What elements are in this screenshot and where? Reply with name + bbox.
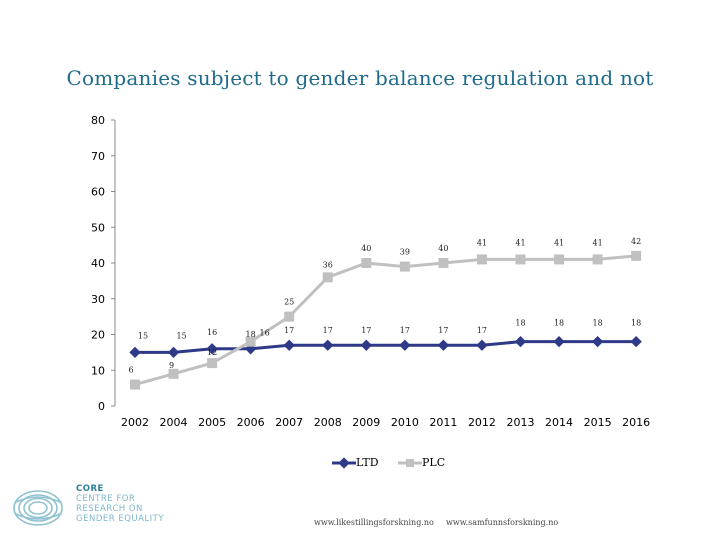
data-point-plc (515, 254, 526, 265)
data-point-ltd (553, 335, 565, 348)
data-point-plc (476, 254, 487, 265)
x-tick-label: 2008 (314, 416, 342, 429)
legend-swatches (332, 457, 422, 469)
data-label-plc: 12 (207, 348, 217, 357)
data-point-ltd (206, 343, 218, 355)
x-tick-label: 2012 (468, 416, 496, 429)
x-tick-label: 2011 (429, 416, 457, 429)
data-label-ltd: 15 (138, 331, 148, 340)
data-label-plc: 16 (260, 329, 270, 338)
data-point-ltd (167, 346, 180, 359)
data-label-ltd: 18 (593, 319, 603, 328)
x-tick-label: 2005 (198, 416, 226, 429)
x-tick-label: 2009 (352, 416, 380, 429)
logo-line-1: CORE (76, 484, 104, 494)
data-label-ltd: 18 (246, 330, 256, 339)
data-label-ltd: 17 (361, 326, 371, 335)
x-tick-label: 2002 (121, 416, 149, 429)
y-tick-label: 0 (98, 400, 105, 413)
data-point-plc (168, 368, 179, 379)
data-point-plc (631, 250, 642, 261)
logo-line-3: RESEARCH ON (76, 504, 143, 514)
data-label-plc: 41 (554, 238, 564, 247)
y-tick-label: 40 (91, 257, 105, 270)
data-label-ltd: 15 (176, 331, 186, 340)
logo-line-4: GENDER EQUALITY (76, 514, 165, 524)
data-label-plc: 25 (284, 298, 294, 307)
legend-label-plc: PLC (422, 456, 446, 469)
data-label-ltd: 17 (284, 326, 294, 335)
legend-marker-plc (406, 459, 414, 467)
data-label-plc: 40 (438, 244, 448, 253)
x-tick-label: 2016 (622, 416, 650, 429)
x-tick-label: 2013 (507, 416, 535, 429)
y-tick-label: 30 (91, 293, 105, 306)
data-label-plc: 39 (400, 248, 410, 257)
core-logo-icon (13, 490, 63, 526)
data-label-plc: 36 (323, 260, 333, 269)
legend-label-ltd: LTD (356, 456, 379, 469)
x-tick-label: 2014 (545, 416, 573, 429)
y-tick-label: 70 (91, 150, 105, 163)
data-point-plc (554, 254, 565, 265)
data-label-ltd: 17 (477, 326, 487, 335)
y-tick-label: 10 (91, 364, 105, 377)
chart-lines (129, 250, 642, 390)
footer-url-left[interactable]: www.likestillingsforskning.no (314, 518, 434, 527)
logo-line-2: CENTRE FOR (76, 494, 136, 504)
data-label-plc: 41 (593, 238, 603, 247)
data-point-plc (592, 254, 603, 265)
series-line-plc (134, 254, 637, 386)
data-label-plc: 42 (631, 237, 641, 246)
y-tick-label: 80 (91, 114, 105, 127)
data-point-ltd (591, 335, 604, 348)
x-tick-label: 2007 (275, 416, 303, 429)
y-tick-label: 50 (91, 221, 105, 234)
data-label-ltd: 18 (515, 319, 525, 328)
chart-axes: 0 10 20 30 40 50 60 70 80 2002 2004 2005 2006 2007 200… (91, 114, 650, 429)
data-point-plc (207, 358, 218, 369)
x-tick-label: 2006 (237, 416, 265, 429)
data-point-plc (361, 258, 372, 268)
data-point-plc (130, 379, 140, 390)
data-point-plc (284, 311, 295, 322)
data-label-plc: 40 (361, 244, 371, 253)
data-label-ltd: 17 (438, 326, 448, 335)
data-label-plc: 41 (477, 238, 487, 247)
data-point-ltd (322, 339, 334, 351)
data-point-ltd (283, 339, 295, 351)
chart-title: Companies subject to gender balance regu… (66, 66, 654, 90)
data-point-ltd (437, 339, 450, 351)
data-label-plc: 9 (169, 361, 174, 370)
y-tick-label: 20 (91, 329, 105, 342)
data-label-ltd: 17 (323, 326, 333, 335)
logo-text: CORE CENTRE FOR RESEARCH ON GENDER EQUAL… (76, 484, 164, 524)
data-label-plc: 6 (128, 366, 133, 375)
series-line-ltd (135, 340, 637, 354)
x-tick-label: 2004 (160, 416, 188, 429)
data-point-ltd (129, 346, 141, 359)
data-point-ltd (399, 339, 411, 351)
data-point-plc (438, 258, 449, 268)
data-point-ltd (360, 339, 372, 351)
data-point-ltd (514, 335, 527, 348)
data-point-plc (245, 336, 256, 347)
x-tick-label: 2015 (584, 416, 612, 429)
data-label-ltd: 18 (631, 319, 641, 328)
data-point-ltd (476, 339, 488, 351)
data-label-plc: 41 (515, 238, 525, 247)
data-label-ltd: 16 (207, 328, 217, 337)
data-label-ltd: 18 (554, 319, 564, 328)
data-point-plc (399, 261, 410, 272)
data-point-ltd (630, 335, 642, 348)
y-tick-label: 60 (91, 186, 105, 199)
footer-url-right[interactable]: www.samfunnsforskning.no (446, 518, 559, 527)
x-tick-label: 2010 (391, 416, 419, 429)
legend-marker-ltd (338, 457, 350, 469)
data-label-ltd: 17 (400, 326, 410, 335)
data-point-plc (322, 272, 333, 283)
chart-data-labels: 15 15 16 18 17 17 17 17 17 17 18 18 18 18 6 9 12 16 25 36 40… (128, 237, 641, 375)
